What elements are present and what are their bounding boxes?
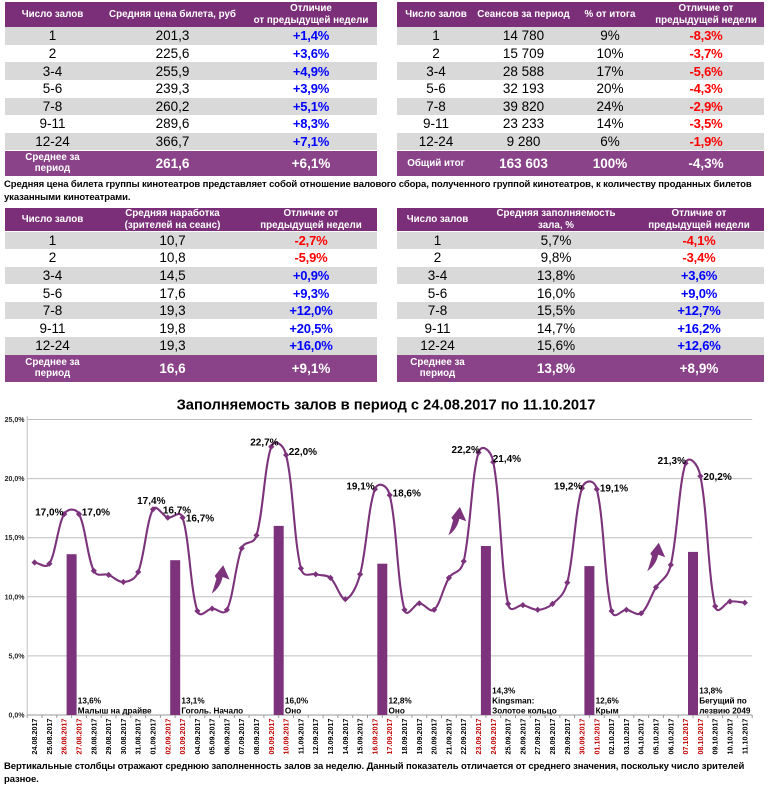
- svg-text:10.09.2017: 10.09.2017: [282, 719, 291, 755]
- svg-text:19,1%: 19,1%: [346, 481, 374, 492]
- svg-text:01.09.2017: 01.09.2017: [149, 719, 158, 755]
- svg-text:Малыш на драйве: Малыш на драйве: [78, 707, 152, 716]
- svg-text:16,0%: 16,0%: [285, 697, 309, 706]
- svg-text:21,3%: 21,3%: [658, 456, 686, 467]
- svg-text:12.09.2017: 12.09.2017: [311, 719, 320, 755]
- svg-text:03.10.2017: 03.10.2017: [622, 719, 631, 755]
- svg-text:лезвию 2049: лезвию 2049: [699, 707, 751, 716]
- svg-text:13,1%: 13,1%: [181, 697, 205, 706]
- svg-text:Бегущий по: Бегущий по: [699, 697, 747, 706]
- svg-text:31.08.2017: 31.08.2017: [134, 719, 143, 755]
- svg-text:09.09.2017: 09.09.2017: [267, 719, 276, 755]
- svg-text:22,0%: 22,0%: [289, 447, 317, 458]
- svg-text:15.09.2017: 15.09.2017: [356, 719, 365, 755]
- svg-text:Золотое кольцо: Золотое кольцо: [492, 707, 557, 716]
- svg-text:24.09.2017: 24.09.2017: [489, 719, 498, 755]
- svg-text:26.08.2017: 26.08.2017: [60, 719, 69, 755]
- svg-text:16,7%: 16,7%: [163, 505, 191, 516]
- svg-text:25,0%: 25,0%: [5, 417, 26, 424]
- svg-text:24.08.2017: 24.08.2017: [30, 719, 39, 755]
- svg-text:16,7%: 16,7%: [186, 514, 214, 525]
- svg-text:14,3%: 14,3%: [492, 687, 516, 696]
- svg-text:07.10.2017: 07.10.2017: [681, 719, 690, 755]
- svg-text:13,6%: 13,6%: [78, 697, 102, 706]
- svg-text:10,0%: 10,0%: [5, 594, 26, 601]
- svg-text:28.09.2017: 28.09.2017: [548, 719, 557, 755]
- svg-text:18,6%: 18,6%: [393, 488, 421, 499]
- svg-text:Гоголь. Начало: Гоголь. Начало: [181, 707, 243, 716]
- svg-text:20,0%: 20,0%: [5, 476, 26, 483]
- svg-text:28.08.2017: 28.08.2017: [89, 719, 98, 755]
- svg-text:01.10.2017: 01.10.2017: [592, 719, 601, 755]
- svg-text:02.10.2017: 02.10.2017: [607, 719, 616, 755]
- svg-text:30.08.2017: 30.08.2017: [119, 719, 128, 755]
- svg-text:29.08.2017: 29.08.2017: [104, 719, 113, 755]
- svg-text:30.09.2017: 30.09.2017: [578, 719, 587, 755]
- svg-text:17.09.2017: 17.09.2017: [385, 719, 394, 755]
- svg-text:Оно: Оно: [389, 707, 405, 716]
- svg-text:02.09.2017: 02.09.2017: [163, 719, 172, 755]
- svg-text:10.10.2017: 10.10.2017: [726, 719, 735, 755]
- svg-text:29.09.2017: 29.09.2017: [563, 719, 572, 755]
- svg-text:Крым: Крым: [596, 707, 619, 716]
- svg-text:17,0%: 17,0%: [82, 508, 110, 519]
- svg-text:08.09.2017: 08.09.2017: [252, 719, 261, 755]
- svg-text:14.09.2017: 14.09.2017: [341, 719, 350, 755]
- svg-text:08.10.2017: 08.10.2017: [696, 719, 705, 755]
- svg-text:23.09.2017: 23.09.2017: [474, 719, 483, 755]
- svg-text:25.09.2017: 25.09.2017: [504, 719, 513, 755]
- svg-text:15,0%: 15,0%: [5, 535, 26, 542]
- svg-text:13.09.2017: 13.09.2017: [326, 719, 335, 755]
- svg-text:04.09.2017: 04.09.2017: [193, 719, 202, 755]
- svg-text:19.09.2017: 19.09.2017: [415, 719, 424, 755]
- svg-text:Оно: Оно: [285, 707, 301, 716]
- svg-text:07.09.2017: 07.09.2017: [237, 719, 246, 755]
- svg-text:27.08.2017: 27.08.2017: [75, 719, 84, 755]
- svg-text:17,4%: 17,4%: [137, 496, 165, 507]
- svg-text:19,1%: 19,1%: [600, 484, 628, 495]
- svg-text:12,6%: 12,6%: [596, 697, 620, 706]
- svg-text:11.10.2017: 11.10.2017: [740, 719, 749, 755]
- svg-text:21.09.2017: 21.09.2017: [444, 719, 453, 755]
- svg-text:16.09.2017: 16.09.2017: [370, 719, 379, 755]
- svg-text:22,2%: 22,2%: [452, 445, 480, 456]
- svg-text:06.10.2017: 06.10.2017: [666, 719, 675, 755]
- svg-text:20.09.2017: 20.09.2017: [430, 719, 439, 755]
- svg-text:19,2%: 19,2%: [554, 482, 582, 493]
- svg-text:5,0%: 5,0%: [9, 653, 26, 660]
- svg-text:0,0%: 0,0%: [9, 713, 26, 720]
- svg-text:05.09.2017: 05.09.2017: [208, 719, 217, 755]
- svg-text:20,2%: 20,2%: [703, 472, 731, 483]
- svg-text:22.09.2017: 22.09.2017: [459, 719, 468, 755]
- svg-text:06.09.2017: 06.09.2017: [222, 719, 231, 755]
- svg-text:27.09.2017: 27.09.2017: [533, 719, 542, 755]
- svg-text:09.10.2017: 09.10.2017: [711, 719, 720, 755]
- svg-text:05.10.2017: 05.10.2017: [652, 719, 661, 755]
- svg-text:18.09.2017: 18.09.2017: [400, 719, 409, 755]
- svg-text:12,8%: 12,8%: [389, 697, 413, 706]
- svg-text:11.09.2017: 11.09.2017: [296, 719, 305, 755]
- svg-text:Kingsman:: Kingsman:: [492, 697, 534, 706]
- svg-text:04.10.2017: 04.10.2017: [637, 719, 646, 755]
- svg-text:21,4%: 21,4%: [493, 454, 521, 465]
- svg-text:17,0%: 17,0%: [35, 508, 63, 519]
- svg-text:25.08.2017: 25.08.2017: [45, 719, 54, 755]
- svg-text:03.09.2017: 03.09.2017: [178, 719, 187, 755]
- svg-text:Заполняемость залов в период с: Заполняемость залов в период с 24.08.201…: [177, 398, 596, 414]
- svg-text:13,8%: 13,8%: [699, 687, 723, 696]
- svg-text:26.09.2017: 26.09.2017: [518, 719, 527, 755]
- svg-text:22,7%: 22,7%: [250, 437, 278, 448]
